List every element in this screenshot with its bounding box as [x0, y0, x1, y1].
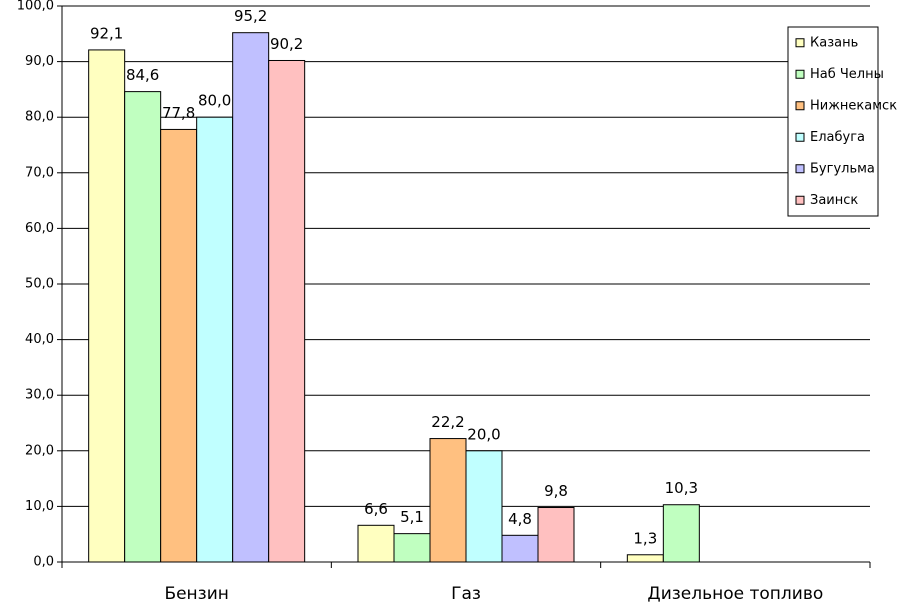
data-label: 9,8 — [544, 482, 568, 500]
y-tick-label: 50,0 — [25, 277, 54, 292]
bar — [662, 504, 700, 563]
y-tick-label: 30,0 — [25, 388, 54, 403]
legend-swatch — [795, 69, 805, 79]
bar — [196, 116, 234, 563]
legend-label: Бугульма — [810, 161, 875, 176]
data-label: 1,3 — [633, 529, 657, 547]
legend-label: Наб Челны — [810, 67, 884, 82]
bar — [357, 524, 395, 563]
legend-label: Казань — [810, 35, 858, 50]
x-tick-label: Газ — [451, 584, 481, 604]
y-tick-label: 90,0 — [25, 54, 54, 69]
data-label: 6,6 — [364, 500, 388, 518]
data-label: 92,1 — [90, 24, 123, 42]
data-label: 90,2 — [270, 35, 303, 53]
y-tick-label: 60,0 — [25, 221, 54, 236]
bar — [88, 49, 126, 563]
bar — [537, 507, 575, 563]
legend-label: Заинск — [810, 193, 858, 208]
data-label: 20,0 — [467, 425, 500, 443]
x-tick-label: Дизельное топливо — [647, 584, 823, 604]
bar — [501, 534, 539, 563]
data-label: 77,8 — [162, 104, 195, 122]
bar — [124, 91, 162, 563]
y-tick-label: 40,0 — [25, 332, 54, 347]
data-label: 80,0 — [198, 92, 231, 110]
bar — [429, 438, 467, 563]
data-label: 95,2 — [234, 7, 267, 25]
data-label: 84,6 — [126, 66, 159, 84]
bar — [160, 128, 198, 563]
legend-box — [787, 26, 879, 217]
legend-label: Нижнекамск — [810, 98, 897, 113]
bar — [465, 450, 503, 563]
data-label: 10,3 — [665, 479, 698, 497]
bar — [626, 554, 664, 563]
legend-swatch — [795, 101, 805, 111]
legend-swatch — [795, 195, 805, 205]
legend-swatch — [795, 164, 805, 174]
y-tick-label: 70,0 — [25, 165, 54, 180]
data-label: 22,2 — [431, 413, 464, 431]
bar — [232, 32, 270, 563]
data-label: 4,8 — [508, 510, 532, 528]
y-tick-label: 100,0 — [17, 0, 54, 14]
legend-swatch — [795, 132, 805, 142]
bar — [268, 59, 306, 563]
y-tick-label: 80,0 — [25, 110, 54, 125]
y-tick-label: 20,0 — [25, 443, 54, 458]
y-tick-label: 10,0 — [25, 499, 54, 514]
y-tick-label: 0,0 — [33, 555, 54, 570]
legend-swatch — [795, 38, 805, 48]
data-label: 5,1 — [400, 508, 424, 526]
bar — [393, 533, 431, 563]
legend-label: Елабуга — [810, 130, 865, 145]
x-tick-label: Бензин — [164, 584, 228, 604]
